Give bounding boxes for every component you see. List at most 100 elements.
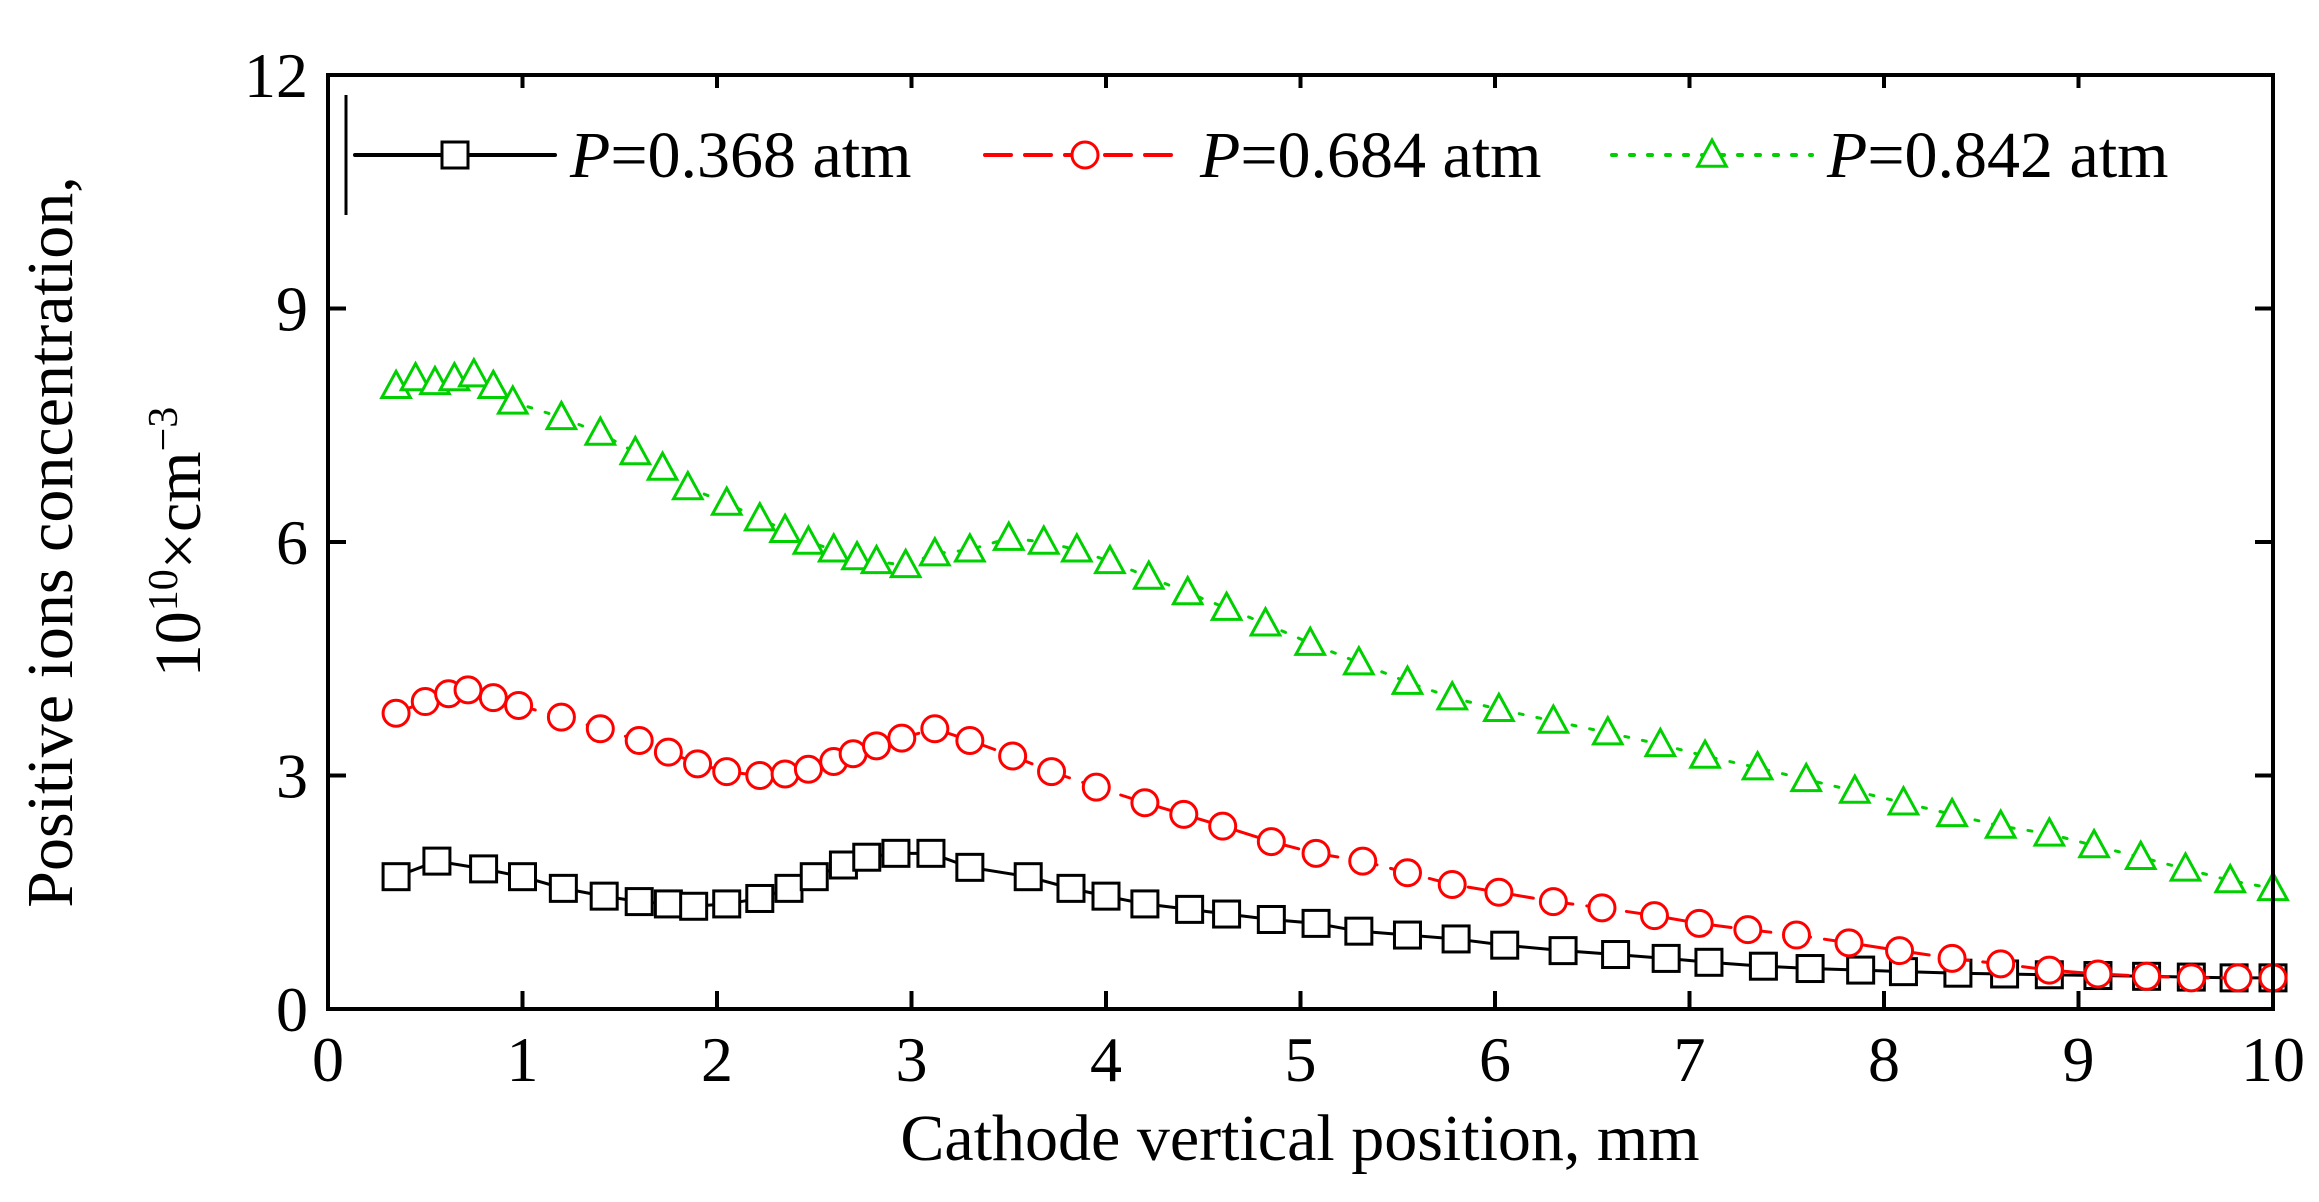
- data-point-2-46: [2132, 961, 2162, 991]
- legend-value-2: =0.684 atm: [1240, 119, 1541, 192]
- data-point-2-15: [793, 754, 823, 784]
- x-tick-label-10: 10: [2241, 1024, 2305, 1095]
- legend-value-3: =0.842 atm: [1867, 119, 2168, 192]
- data-point-1-3: [469, 854, 499, 884]
- data-point-2-22: [998, 741, 1028, 771]
- data-point-2-6: [504, 690, 534, 720]
- data-point-2-38: [1733, 915, 1763, 945]
- x-tick-label-6: 6: [1479, 1024, 1511, 1095]
- data-point-1-29: [1441, 924, 1471, 954]
- data-point-2-29: [1301, 838, 1331, 868]
- data-point-2-32: [1437, 869, 1467, 899]
- x-tick-label-9: 9: [2063, 1024, 2095, 1095]
- y-axis-title: Positive ions concentration,: [14, 176, 87, 907]
- data-point-3-50: [2213, 862, 2248, 894]
- data-point-2-5: [478, 683, 508, 713]
- legend-item-2: P=0.684 atm: [983, 119, 1542, 192]
- data-point-3-21: [918, 535, 952, 567]
- data-point-1-21: [1091, 881, 1121, 911]
- data-point-3-18: [840, 539, 874, 571]
- data-point-3-45: [1983, 808, 2018, 839]
- y-unit-name: ×cm: [142, 451, 215, 569]
- data-point-1-6: [589, 881, 619, 911]
- data-point-3-13: [709, 485, 744, 516]
- data-point-2-7: [546, 702, 576, 732]
- legend-swatch-marker-3: [1695, 136, 1729, 168]
- data-point-3-5: [457, 356, 491, 388]
- legend-value-1: =0.368 atm: [610, 119, 911, 192]
- data-point-2-42: [1937, 943, 1967, 973]
- data-point-3-34: [1435, 679, 1470, 711]
- y-axis-title-line2: 1010×cm−3: [141, 407, 215, 678]
- data-point-2-12: [712, 757, 742, 787]
- data-point-1-23: [1175, 894, 1205, 924]
- data-point-2-9: [624, 725, 654, 755]
- data-point-1-15: [852, 842, 882, 872]
- legend-background: [345, 88, 2260, 213]
- data-point-1-24: [1212, 899, 1242, 929]
- data-point-2-47: [2176, 963, 2206, 993]
- data-point-1-4: [508, 862, 537, 892]
- legend-var-3: P: [1826, 119, 1867, 192]
- y-tick-label-12: 12: [244, 40, 308, 111]
- y-tick-label-9: 9: [276, 274, 308, 345]
- data-point-2-30: [1348, 846, 1378, 876]
- data-point-1-35: [1748, 951, 1778, 981]
- data-point-1-31: [1548, 936, 1578, 966]
- legend-item-3: P=0.842 atm: [1610, 119, 2169, 192]
- data-point-1-37: [1846, 955, 1876, 985]
- data-point-2-41: [1885, 936, 1915, 966]
- data-point-3-44: [1935, 796, 1969, 828]
- data-point-3-33: [1390, 664, 1425, 695]
- data-point-2-48: [2223, 963, 2253, 993]
- data-point-3-29: [1209, 590, 1244, 621]
- data-point-3-9: [583, 414, 618, 446]
- data-point-3-14: [742, 500, 777, 532]
- data-point-1-16: [881, 838, 911, 868]
- data-point-3-36: [1536, 702, 1571, 734]
- data-point-3-38: [1643, 726, 1678, 758]
- data-point-2-13: [745, 761, 775, 790]
- data-point-3-26: [1093, 543, 1127, 575]
- x-tick-label-3: 3: [896, 1024, 928, 1095]
- data-point-1-30: [1490, 930, 1520, 960]
- x-tick-label-5: 5: [1285, 1024, 1317, 1095]
- data-point-1-17: [916, 838, 946, 868]
- data-point-3-37: [1590, 714, 1625, 746]
- x-tick-label-1: 1: [507, 1024, 539, 1095]
- data-point-3-41: [1789, 761, 1824, 793]
- data-point-2-18: [861, 731, 891, 761]
- data-point-3-32: [1342, 644, 1376, 676]
- data-point-3-16: [791, 523, 826, 555]
- data-point-3-11: [645, 449, 680, 481]
- data-point-1-11: [745, 883, 775, 913]
- data-point-1-10: [712, 889, 742, 919]
- data-point-2-34: [1538, 887, 1568, 917]
- data-point-3-47: [2077, 827, 2111, 859]
- x-tick-label-7: 7: [1674, 1024, 1706, 1095]
- data-point-2-37: [1684, 908, 1714, 938]
- legend-var-2: P: [1199, 119, 1240, 192]
- data-point-1-12: [774, 873, 804, 903]
- data-point-2-20: [920, 714, 950, 744]
- data-point-3-30: [1248, 605, 1283, 637]
- data-point-2-28: [1256, 827, 1286, 857]
- data-point-2-1: [381, 698, 411, 728]
- legend-label-3: P=0.842 atm: [1826, 119, 2169, 192]
- data-point-2-26: [1169, 799, 1199, 829]
- data-point-3-19: [859, 543, 894, 575]
- data-point-2-25: [1130, 788, 1160, 818]
- data-point-2-14: [770, 759, 800, 789]
- data-point-3-43: [1886, 784, 1921, 816]
- data-point-1-26: [1301, 908, 1331, 938]
- data-point-3-10: [618, 434, 653, 466]
- data-point-1-32: [1601, 940, 1631, 970]
- data-point-3-46: [2032, 815, 2067, 847]
- data-point-2-36: [1639, 901, 1669, 931]
- y-unit-exponent: 10: [141, 569, 187, 611]
- legend-item-1: P=0.368 atm: [353, 119, 912, 192]
- x-tick-label-4: 4: [1090, 1024, 1122, 1095]
- data-point-1-25: [1256, 904, 1286, 934]
- y-unit-name-exponent: −3: [141, 407, 187, 452]
- x-tick-label-8: 8: [1868, 1024, 1900, 1095]
